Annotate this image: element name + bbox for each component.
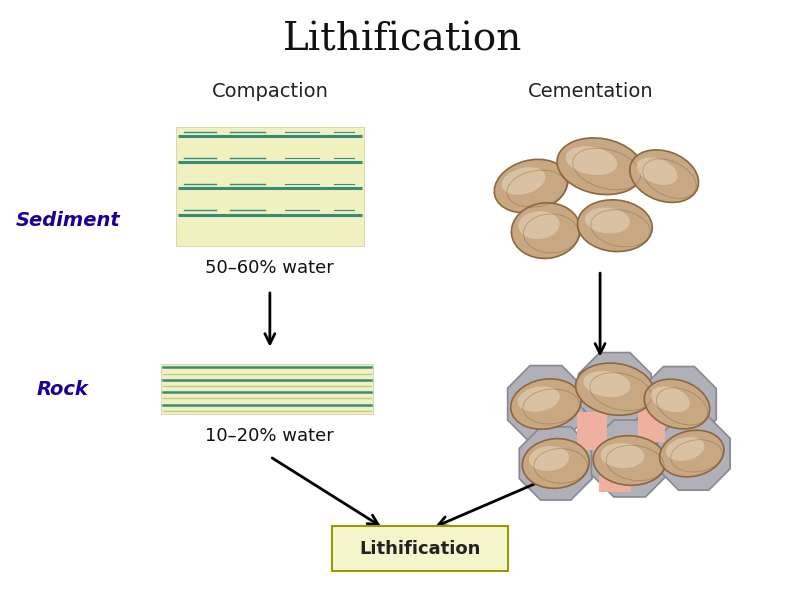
- Ellipse shape: [557, 138, 643, 194]
- Bar: [599, 464, 630, 492]
- Text: Cementation: Cementation: [527, 82, 653, 101]
- Ellipse shape: [659, 430, 724, 477]
- Text: Compaction: Compaction: [211, 82, 328, 101]
- Ellipse shape: [529, 446, 569, 471]
- Polygon shape: [578, 353, 651, 426]
- Text: 50–60% water: 50–60% water: [206, 259, 334, 277]
- Ellipse shape: [510, 379, 581, 429]
- Ellipse shape: [522, 439, 589, 488]
- Polygon shape: [642, 367, 716, 442]
- Text: 10–20% water: 10–20% water: [206, 427, 334, 445]
- Ellipse shape: [637, 157, 678, 185]
- Ellipse shape: [583, 371, 630, 397]
- Polygon shape: [658, 417, 730, 490]
- Ellipse shape: [502, 167, 546, 194]
- Ellipse shape: [601, 443, 644, 468]
- Ellipse shape: [644, 379, 710, 429]
- Ellipse shape: [518, 386, 560, 412]
- Ellipse shape: [511, 203, 580, 259]
- FancyBboxPatch shape: [332, 526, 509, 571]
- Ellipse shape: [666, 437, 705, 461]
- Ellipse shape: [630, 150, 698, 202]
- Ellipse shape: [585, 208, 630, 233]
- Text: Sediment: Sediment: [15, 211, 120, 230]
- Ellipse shape: [650, 386, 690, 412]
- Bar: [638, 407, 665, 442]
- Bar: [578, 412, 607, 449]
- Ellipse shape: [578, 200, 652, 251]
- Ellipse shape: [494, 160, 568, 213]
- Polygon shape: [519, 427, 592, 500]
- Bar: [162, 364, 374, 414]
- Text: Lithification: Lithification: [359, 539, 481, 557]
- Ellipse shape: [576, 363, 654, 415]
- Text: Rock: Rock: [37, 380, 89, 398]
- Bar: [176, 127, 363, 245]
- Polygon shape: [591, 420, 668, 497]
- Ellipse shape: [594, 436, 666, 485]
- Polygon shape: [508, 365, 584, 442]
- Text: Lithification: Lithification: [283, 22, 522, 59]
- Ellipse shape: [566, 146, 617, 175]
- Ellipse shape: [518, 211, 560, 239]
